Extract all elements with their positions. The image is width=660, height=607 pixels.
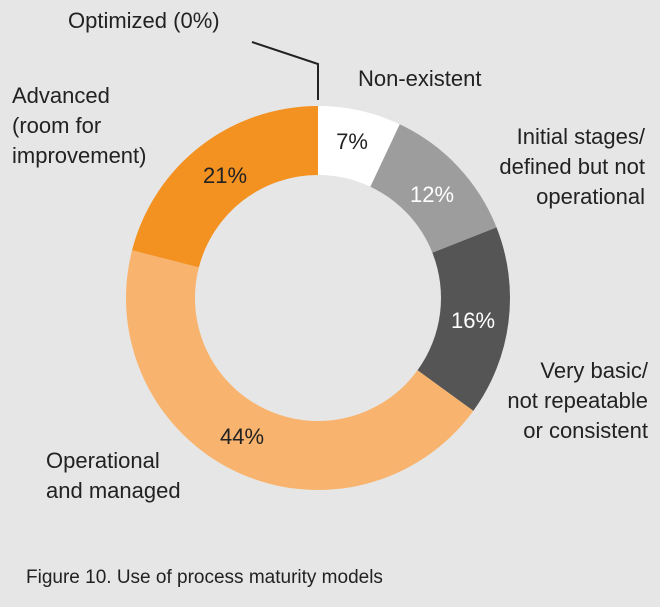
value-label-very-basic-not-repeatable-or-consistent: 16% (451, 308, 495, 333)
donut-slice-initial-stages-defined-but-not-operational (370, 124, 497, 253)
donut-labels: 7% 12% 16% 44% 21% Non-existent Initial stages… (12, 8, 649, 503)
donut-slice-advanced-room-for-improvement (132, 106, 318, 268)
leader-line-optimized (251, 41, 319, 100)
category-label-very-basic-not-repeatable-or-consistent: Very basic/not repeatable or consistent (507, 358, 649, 443)
donut-slices (125, 106, 511, 491)
figure-caption: Figure 10. Use of process maturity model… (26, 567, 383, 588)
category-label-operational-and-managed: Operational and managed (46, 448, 181, 503)
donut-slice-non-existent (318, 106, 400, 187)
category-label-advanced-room-for-improvement: Advanced (room for improvement) (12, 83, 146, 168)
value-label-non-existent: 7% (336, 129, 368, 154)
value-label-operational-and-managed: 44% (220, 424, 264, 449)
category-label-initial-stages-defined-but-not-operational: Initial stages/defined but not operationa… (499, 124, 645, 209)
value-label-advanced-room-for-improvement: 21% (203, 163, 247, 188)
category-label-non-existent: Non-existent (358, 66, 482, 91)
donut-slice-operational-and-managed (125, 250, 474, 491)
donut-slice-very-basic-not-repeatable-or-consistent (417, 227, 511, 411)
value-label-initial-stages-defined-but-not-operational: 12% (410, 182, 454, 207)
category-label-optimized-0: Optimized (0%) (68, 8, 220, 33)
